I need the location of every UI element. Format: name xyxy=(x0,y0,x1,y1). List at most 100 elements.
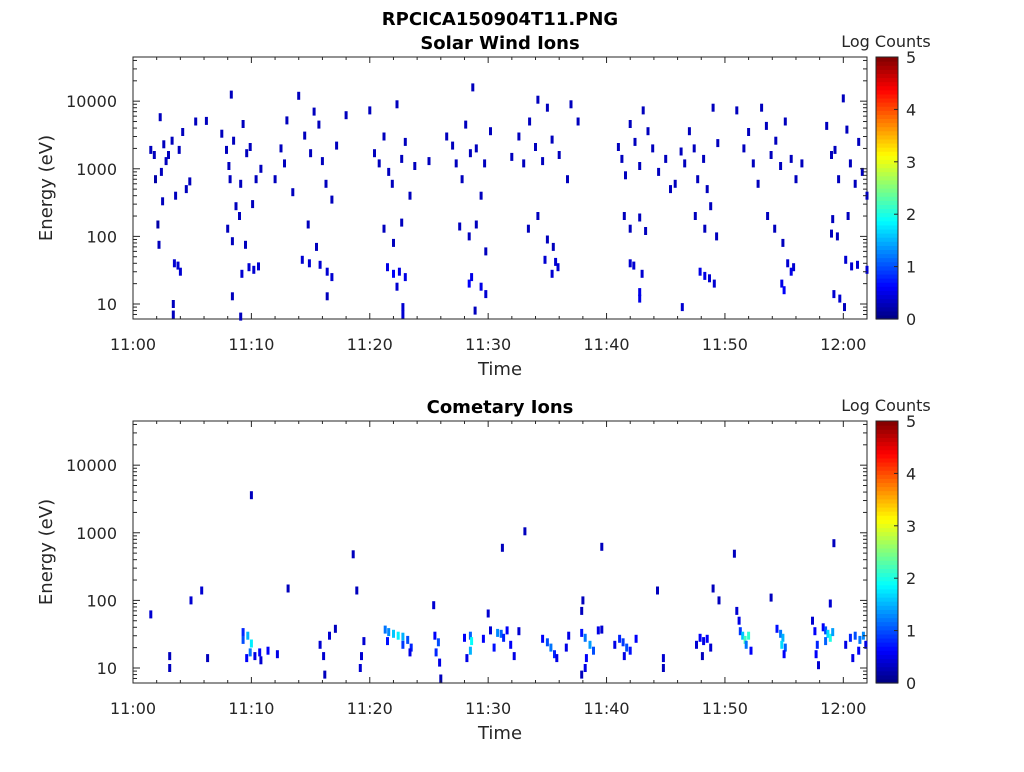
heatmap-cell xyxy=(252,265,256,274)
heatmap-cell xyxy=(737,616,741,625)
heatmap-cell xyxy=(509,640,513,649)
heatmap-cell xyxy=(628,259,632,268)
heatmap-cell xyxy=(382,224,386,233)
heatmap-cell xyxy=(454,159,458,168)
heatmap-cell xyxy=(536,95,540,104)
heatmap-cell xyxy=(473,306,477,315)
heatmap-cell xyxy=(489,127,492,136)
colorbar-segment xyxy=(876,478,898,483)
heatmap-cell xyxy=(742,144,746,153)
colorbar-tick-label: 2 xyxy=(906,569,916,588)
heatmap-cell xyxy=(463,633,466,642)
colorbar-frame xyxy=(875,56,899,320)
x-tick-label: 11:20 xyxy=(347,699,393,718)
heatmap-cell xyxy=(815,640,819,649)
heatmap-cell xyxy=(553,650,556,659)
colorbar-segment xyxy=(876,642,898,647)
heatmap-cell xyxy=(837,175,841,184)
heatmap-cell xyxy=(241,635,245,644)
panel-1-colorbar: 0 1 2 3 4 5 xyxy=(875,48,916,329)
heatmap-cell xyxy=(249,639,253,648)
heatmap-cell xyxy=(317,120,321,129)
colorbar-segment xyxy=(876,654,898,660)
heatmap-cell xyxy=(783,643,787,652)
y-tick-label: 1000 xyxy=(76,524,117,543)
x-tick-label: 11:10 xyxy=(228,335,274,354)
colorbar-segment xyxy=(876,543,898,549)
heatmap-cell xyxy=(335,141,339,150)
colorbar-segment xyxy=(876,560,898,565)
x-tick-label: 11:20 xyxy=(347,335,393,354)
heatmap-cell xyxy=(715,232,719,241)
heatmap-cell xyxy=(286,584,290,593)
colorbar-segment xyxy=(876,421,898,426)
heatmap-cell xyxy=(705,634,709,643)
heatmap-cell xyxy=(229,90,233,99)
colorbar-segment xyxy=(876,228,898,234)
colorbar-segment xyxy=(876,552,898,557)
heatmap-cell xyxy=(640,269,644,278)
colorbar-segment xyxy=(876,204,898,210)
heatmap-cell xyxy=(152,151,156,159)
colorbar-segment xyxy=(876,592,898,598)
heatmap-cell xyxy=(383,625,387,634)
heatmap-cell xyxy=(708,274,711,283)
heatmap-cell xyxy=(616,143,620,151)
heatmap-cell xyxy=(206,654,210,663)
heatmap-cell xyxy=(390,179,394,188)
heatmap-cell xyxy=(830,229,833,238)
heatmap-cell xyxy=(312,107,316,116)
heatmap-cell xyxy=(174,191,178,200)
colorbar-segment xyxy=(876,273,898,279)
colorbar-segment xyxy=(876,93,898,99)
colorbar-segment xyxy=(876,298,898,304)
colorbar-segment xyxy=(876,466,898,471)
colorbar-tick-label: 2 xyxy=(906,205,916,224)
heatmap-cell xyxy=(496,628,500,637)
heatmap-cell xyxy=(291,188,295,197)
heatmap-cell xyxy=(483,159,487,168)
heatmap-cell xyxy=(188,177,192,186)
heatmap-cell xyxy=(489,626,492,635)
y-tick-label: 10000 xyxy=(66,456,117,475)
x-tick-label: 11:30 xyxy=(465,699,511,718)
colorbar-segment xyxy=(876,437,898,443)
colorbar-segment xyxy=(876,286,898,291)
colorbar-segment xyxy=(876,249,898,255)
heatmap-cell xyxy=(510,152,514,161)
heatmap-cell xyxy=(324,179,328,188)
heatmap-cell xyxy=(853,179,857,188)
heatmap-cell xyxy=(680,303,684,312)
heatmap-cell xyxy=(330,195,334,204)
colorbar-tick-label: 5 xyxy=(906,48,916,67)
heatmap-cell xyxy=(781,633,785,642)
colorbar-segment xyxy=(876,142,898,148)
heatmap-cell xyxy=(505,626,509,635)
heatmap-cell xyxy=(322,652,326,661)
colorbar-segment xyxy=(876,425,898,430)
colorbar-segment xyxy=(876,208,898,214)
heatmap-cell xyxy=(774,136,778,145)
heatmap-cell xyxy=(583,664,587,672)
colorbar-segment xyxy=(876,568,898,574)
heatmap-cell xyxy=(673,179,677,188)
heatmap-cell xyxy=(499,629,503,638)
heatmap-cell xyxy=(695,640,698,649)
heatmap-cell xyxy=(248,648,252,657)
heatmap-cell xyxy=(320,157,324,166)
heatmap-cell xyxy=(465,654,469,663)
heatmap-cell xyxy=(368,106,372,115)
heatmap-cell xyxy=(470,637,474,646)
heatmap-cell xyxy=(638,213,642,222)
colorbar-segment xyxy=(876,310,898,316)
colorbar-segment xyxy=(876,282,898,287)
heatmap-cell xyxy=(786,259,790,268)
heatmap-cell xyxy=(848,633,852,642)
colorbar-segment xyxy=(876,601,898,606)
heatmap-cell xyxy=(567,631,571,640)
panel-2-colorbar: 0 1 2 3 4 5 xyxy=(875,412,916,693)
colorbar-tick-label: 5 xyxy=(906,412,916,431)
heatmap-cell xyxy=(517,627,521,636)
heatmap-cell xyxy=(318,260,322,269)
colorbar-segment xyxy=(876,547,898,553)
